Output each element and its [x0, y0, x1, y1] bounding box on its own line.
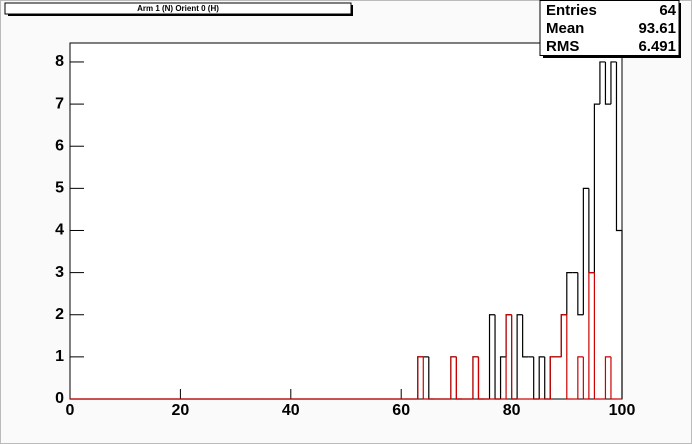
y-tick-label: 1 — [55, 348, 64, 365]
histogram-bin — [516, 314, 523, 399]
chart-title: Arm 1 (N) Orient 0 (H) — [137, 4, 219, 13]
histogram-bin — [599, 61, 606, 105]
stats-value: 93.61 — [638, 20, 676, 37]
stats-box — [539, 0, 680, 56]
histogram-bin — [538, 356, 545, 399]
histogram-bin — [522, 314, 529, 358]
histogram-bin — [610, 356, 617, 400]
histogram-bin — [511, 314, 518, 400]
histogram-bin — [577, 356, 584, 399]
histogram-bin — [593, 103, 600, 273]
histogram-bin — [505, 314, 512, 399]
stats-label: Entries — [546, 2, 597, 19]
y-tick-label: 4 — [55, 222, 64, 239]
title-box — [4, 2, 352, 15]
x-tick-label: 0 — [66, 402, 75, 419]
histogram-bin — [549, 356, 556, 399]
histogram-bin — [488, 314, 496, 399]
histogram-bin — [615, 61, 623, 399]
histogram-bin — [610, 61, 617, 105]
y-tick-label: 3 — [55, 264, 64, 281]
histogram-bin — [588, 272, 595, 399]
histogram-bin — [472, 356, 479, 399]
y-tick-label: 6 — [55, 137, 64, 154]
histogram-bin — [604, 356, 611, 399]
histogram-bin — [566, 314, 573, 400]
x-tick-label: 80 — [503, 402, 521, 419]
histogram-bin — [455, 356, 462, 400]
stats-value: 6.491 — [638, 38, 676, 55]
histogram-bin — [582, 356, 589, 400]
histogram-bin — [593, 272, 600, 400]
histogram-bin — [417, 356, 424, 399]
x-tick-label: 60 — [392, 402, 410, 419]
histogram-bin — [577, 272, 584, 316]
x-tick-label: 20 — [172, 402, 190, 419]
histogram-bin — [450, 356, 457, 399]
histogram-bin — [477, 356, 484, 400]
y-tick-label: 8 — [55, 53, 64, 70]
y-tick-label: 7 — [55, 95, 64, 112]
histogram-bin — [582, 187, 589, 315]
histogram-bin — [566, 272, 573, 315]
x-tick-label: 100 — [609, 402, 636, 419]
histogram-bin — [499, 356, 507, 399]
x-tick-label: 40 — [282, 402, 300, 419]
frame — [69, 42, 623, 400]
stats-value: 64 — [659, 2, 676, 19]
y-tick-label: 5 — [55, 180, 64, 197]
histogram-bin — [422, 356, 429, 400]
y-tick-label: 2 — [55, 306, 64, 323]
y-tick-label: 0 — [55, 390, 64, 407]
histogram-bin — [560, 314, 567, 357]
histogram-bin — [604, 61, 611, 105]
stats-label: RMS — [546, 38, 579, 55]
stats-label: Mean — [546, 20, 584, 37]
